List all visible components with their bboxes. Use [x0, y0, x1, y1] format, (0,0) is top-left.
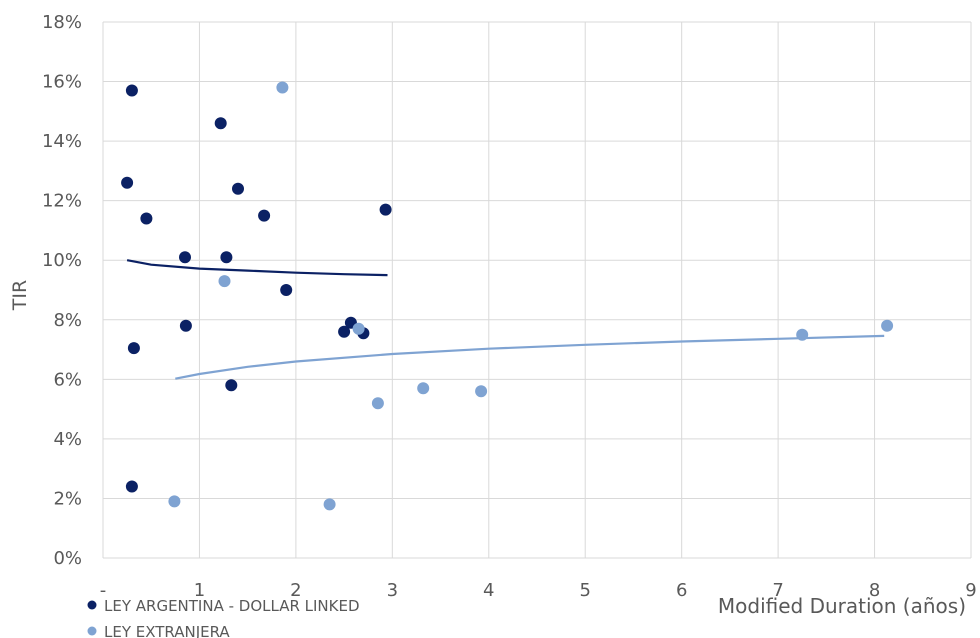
trend-line-series-0	[126, 259, 388, 277]
point-series-1	[796, 328, 809, 341]
point-series-0	[140, 212, 153, 225]
point-series-0	[125, 84, 138, 97]
y-tick-label: 16%	[42, 72, 82, 93]
y-tick-label: 10%	[42, 250, 82, 271]
point-series-1	[417, 382, 430, 395]
point-series-0	[225, 379, 238, 392]
x-tick-label: 2	[290, 580, 301, 601]
legend-label-extranjera: LEY EXTRANJERA	[104, 623, 230, 638]
point-series-0	[280, 284, 293, 296]
y-tick-label: 12%	[42, 191, 82, 212]
y-axis-title: TIR	[9, 280, 31, 311]
point-series-0	[379, 203, 392, 216]
point-series-1	[168, 495, 181, 508]
y-tick-label: 8%	[53, 310, 82, 331]
x-tick-label: 3	[387, 580, 398, 601]
x-tick-label: -	[100, 580, 107, 601]
y-tick-label: 2%	[53, 488, 82, 509]
point-series-0	[127, 342, 140, 355]
legend-label-argentina: LEY ARGENTINA - DOLLAR LINKED	[104, 597, 360, 615]
point-series-0	[125, 480, 138, 493]
point-series-0	[214, 117, 227, 130]
x-tick-label: 8	[869, 580, 880, 601]
point-series-0	[338, 325, 351, 338]
y-tick-label: 14%	[42, 131, 82, 152]
point-series-0	[179, 319, 192, 332]
x-tick-label: 5	[579, 580, 590, 601]
y-tick-label: 6%	[53, 369, 82, 390]
y-tick-label: 4%	[53, 429, 82, 450]
point-series-1	[881, 319, 894, 332]
legend-marker-extranjera	[87, 626, 97, 636]
y-tick-label: 0%	[53, 548, 82, 569]
point-series-0	[220, 251, 233, 264]
point-series-0	[232, 182, 244, 195]
x-tick-label: 6	[676, 580, 687, 601]
point-series-1	[218, 275, 231, 288]
point-series-1	[371, 397, 384, 410]
trend-line-series-1	[175, 334, 885, 380]
x-tick-label: 9	[965, 580, 976, 601]
legend: LEY ARGENTINA - DOLLAR LINKED LEY EXTRAN…	[87, 597, 360, 638]
x-tick-label: 7	[772, 580, 783, 601]
point-series-1	[323, 498, 336, 511]
x-tick-label: 1	[194, 580, 205, 601]
gridlines	[102, 21, 972, 559]
y-tick-label: 18%	[42, 12, 82, 33]
x-axis-ticks: - 1 2 3 4 5 6 7 8 9	[100, 580, 977, 601]
y-axis-ticks: 0% 2% 4% 6% 8% 10% 12% 14% 16% 18%	[42, 12, 82, 569]
legend-marker-argentina	[87, 600, 97, 610]
x-axis-title: Modified Duration (años)	[718, 594, 966, 618]
data-points	[121, 81, 894, 511]
trend-lines	[126, 259, 885, 380]
point-series-0	[258, 209, 271, 222]
point-series-0	[121, 176, 134, 189]
point-series-1	[352, 322, 365, 335]
point-series-0	[179, 251, 191, 264]
point-series-1	[475, 385, 488, 398]
point-series-1	[276, 81, 289, 94]
x-tick-label: 4	[483, 580, 494, 601]
